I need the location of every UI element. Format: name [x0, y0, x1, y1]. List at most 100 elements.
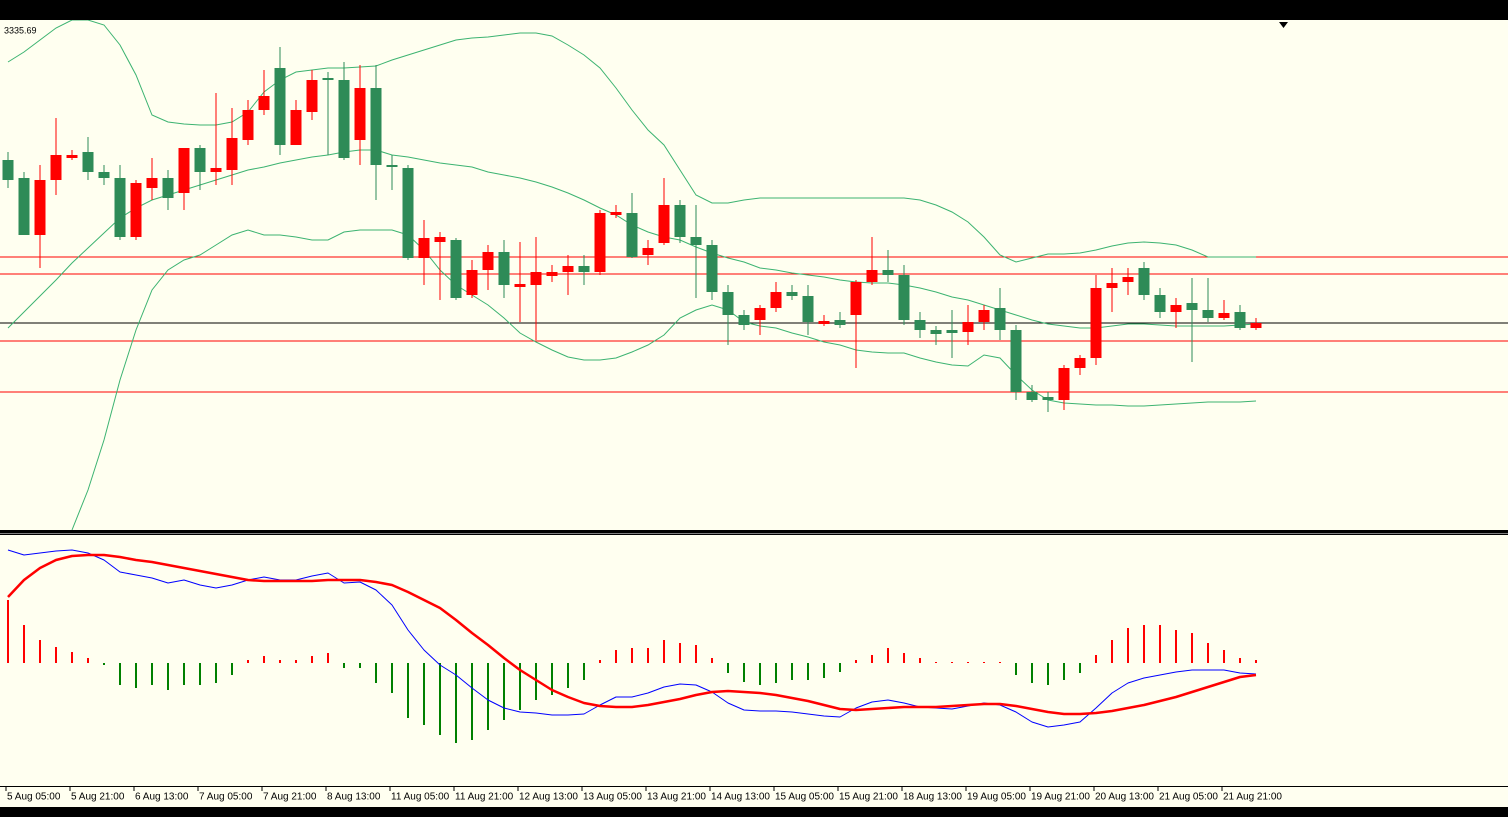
x-tick-label: 8 Aug 13:00: [327, 792, 381, 803]
candle-body: [386, 165, 398, 167]
macd-histogram-bar: [599, 660, 601, 663]
macd-plot: [7, 549, 1257, 743]
x-tick-label: 13 Aug 21:00: [647, 792, 706, 803]
candle-body: [1010, 330, 1022, 392]
macd-histogram-bar: [727, 663, 729, 673]
candle-body: [194, 148, 206, 172]
macd-histogram-bar: [151, 663, 153, 685]
candle-body: [1202, 310, 1214, 318]
macd-histogram-bar: [359, 663, 361, 668]
macd-histogram-bar: [55, 647, 57, 663]
macd-histogram-bar: [471, 663, 473, 740]
candle-body: [1106, 283, 1118, 288]
main-plot: [0, 20, 1508, 530]
macd-histogram-bar: [1079, 663, 1081, 673]
macd-histogram-bar: [823, 663, 825, 678]
x-tick-label: 7 Aug 21:00: [263, 792, 317, 803]
candle-body: [1090, 288, 1102, 358]
candle-body: [962, 322, 974, 332]
macd-histogram-bar: [263, 656, 265, 663]
candle-body: [866, 270, 878, 282]
candle-body: [370, 88, 382, 165]
macd-histogram-bar: [743, 663, 745, 682]
candle-body: [226, 138, 238, 170]
candle-body: [994, 308, 1006, 330]
macd-histogram-bar: [1047, 663, 1049, 685]
x-tick-label: 12 Aug 13:00: [519, 792, 578, 803]
candle-body: [2, 160, 14, 180]
macd-histogram-bar: [327, 653, 329, 663]
candle-body: [626, 213, 638, 257]
macd-histogram-bar: [199, 663, 201, 685]
candle-body: [418, 238, 430, 258]
macd-histogram-bar: [551, 663, 553, 695]
macd-histogram-bar: [423, 663, 425, 725]
candle-body: [818, 321, 830, 324]
macd-histogram-bar: [935, 662, 937, 663]
macd-histogram-bar: [679, 643, 681, 663]
candle-body: [594, 213, 606, 272]
candle-body: [754, 308, 766, 320]
macd-histogram-bar: [119, 663, 121, 685]
candle-body: [674, 205, 686, 237]
x-tick-label: 11 Aug 05:00: [391, 792, 450, 803]
macd-histogram-bar: [295, 660, 297, 663]
macd-histogram-bar: [1015, 663, 1017, 675]
candle-body: [642, 248, 654, 255]
macd-histogram-bar: [1239, 658, 1241, 663]
candle-body: [1186, 303, 1198, 310]
macd-histogram-bar: [711, 658, 713, 663]
candle-body: [290, 110, 302, 145]
x-tick-label: 6 Aug 13:00: [135, 792, 189, 803]
x-tick-label: 15 Aug 21:00: [839, 792, 898, 803]
macd-histogram-bar: [279, 660, 281, 663]
candle-body: [354, 88, 366, 140]
macd-histogram-bar: [1031, 663, 1033, 683]
candle-body: [690, 237, 702, 245]
macd-histogram-bar: [375, 663, 377, 683]
candle-body: [770, 292, 782, 308]
macd-histogram-bar: [807, 663, 809, 680]
macd-histogram-bar: [903, 653, 905, 663]
candle-body: [1250, 323, 1262, 328]
macd-histogram-bar: [311, 656, 313, 663]
x-tick-label: 21 Aug 05:00: [1159, 792, 1218, 803]
candle-body: [130, 183, 142, 237]
x-tick-label: 13 Aug 05:00: [583, 792, 642, 803]
macd-histogram-bar: [1143, 625, 1145, 663]
macd-histogram-bar: [839, 663, 841, 672]
macd-histogram-bar: [407, 663, 409, 718]
macd-histogram-bar: [1191, 633, 1193, 663]
candle-body: [658, 205, 670, 243]
candle-body: [706, 245, 718, 292]
macd-histogram-bar: [887, 648, 889, 663]
candle-body: [882, 270, 894, 275]
candle-body: [50, 155, 62, 180]
macd-histogram-bar: [231, 663, 233, 675]
candle-body: [610, 212, 622, 215]
x-tick-label: 19 Aug 21:00: [1031, 792, 1090, 803]
chart-shift-marker: [1279, 22, 1288, 28]
macd-histogram-bar: [647, 648, 649, 663]
macd-histogram-bar: [1223, 650, 1225, 663]
macd-histogram-bar: [1063, 663, 1065, 680]
candle-body: [434, 237, 446, 242]
macd-histogram-bar: [567, 663, 569, 688]
candle-body: [898, 275, 910, 320]
x-tick-label: 7 Aug 05:00: [199, 792, 253, 803]
macd-histogram-bar: [23, 625, 25, 663]
candle-body: [162, 178, 174, 198]
candle-body: [82, 152, 94, 172]
candle-body: [114, 178, 126, 237]
macd-histogram-bar: [615, 650, 617, 663]
candle-body: [34, 180, 46, 235]
candle-body: [946, 330, 958, 333]
candle-body: [930, 330, 942, 334]
macd-histogram-bar: [343, 663, 345, 668]
macd-histogram-bar: [791, 663, 793, 680]
candle-body: [98, 172, 110, 178]
candle-body: [514, 284, 526, 287]
macd-histogram-bar: [855, 660, 857, 663]
candle-body: [546, 272, 558, 276]
